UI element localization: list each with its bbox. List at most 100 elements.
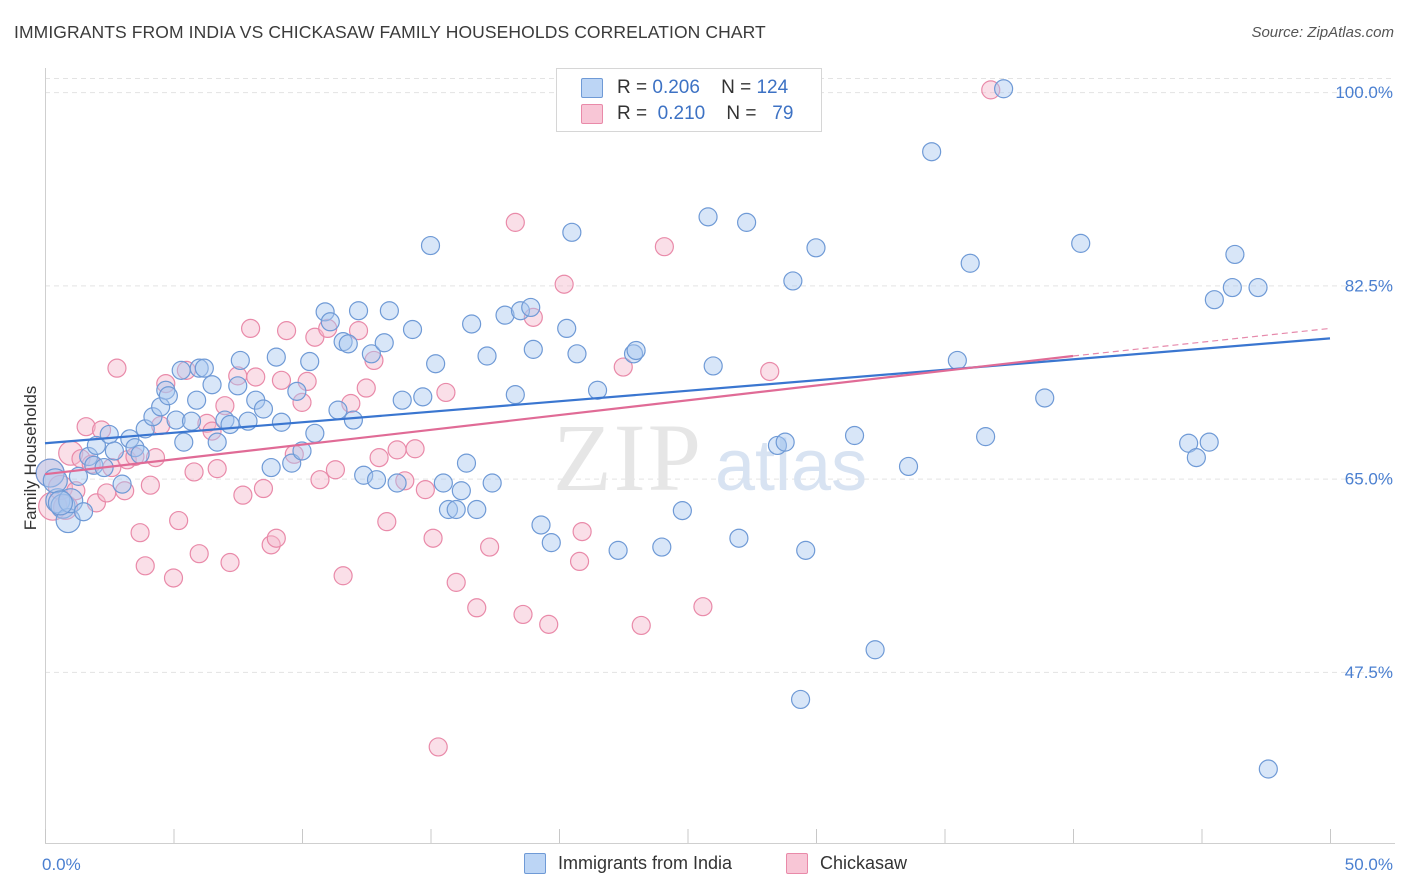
india-point-79 [541,533,561,553]
chickasaw-point-55 [377,512,397,532]
india-point-50 [338,334,358,354]
chickasaw-point-35 [241,318,261,339]
india-point-55 [366,470,387,490]
india-point-88 [672,501,692,521]
india-point-67 [451,481,471,501]
chickasaw-point-56 [387,440,407,460]
chickasaw-point-49 [333,566,353,586]
india-point-59 [392,390,412,410]
india-point-33 [228,376,248,396]
india-point-43 [292,441,312,461]
india-point-98 [806,238,826,258]
chickasaw-point-24 [169,510,189,531]
chickasaw-points [35,80,1001,757]
legend-chickasaw-n-value: 79 [772,103,794,124]
y-tick-label-0: 47.5% [1345,663,1393,682]
india-point-47 [320,312,340,332]
india-point-85 [623,344,644,364]
india-point-42 [287,381,307,401]
india-point-104 [960,253,980,273]
chickasaw-point-72 [572,521,592,542]
chickasaw-point-39 [266,528,286,548]
chickasaw-point-38 [261,535,281,555]
stats-legend: R = 0.206 N = 124 R = 0.210 N = 79 [556,68,822,132]
india-point-108 [1071,233,1091,253]
chickasaw-point-5 [66,481,86,501]
india-point-121 [47,490,74,516]
chickasaw-point-51 [348,321,369,341]
india-point-71 [477,346,497,366]
chickasaw-point-64 [467,598,487,618]
india-point-65 [438,499,459,520]
india-point-44 [300,351,320,372]
y-axis-title: Family Households [21,386,40,531]
chickasaw-point-13 [107,358,127,378]
india-point-114 [1225,244,1245,265]
legend-india-text: R = 0.206 N = 124 [617,77,788,99]
india-point-27 [189,358,209,378]
watermark-zip: ZIP [553,404,703,511]
india-point-75 [510,301,531,321]
y-tick-label-1: 65.0% [1345,470,1393,489]
bottom-legend-india-label: Immigrants from India [558,853,733,873]
chickasaw-point-67 [513,604,533,625]
india-point-45 [305,423,325,443]
india-point-64 [433,473,453,493]
chickasaw-point-54 [369,448,389,468]
chickasaw-point-70 [554,274,574,294]
india-point-58 [387,473,407,493]
india-point-101 [898,456,919,477]
watermark-atlas: atlas [715,426,867,506]
india-point-14 [120,429,140,449]
chickasaw-point-27 [189,544,209,564]
chickasaw-point-44 [297,371,317,392]
chickasaw-point-71 [569,551,590,572]
india-point-96 [790,689,811,710]
india-trend-line [44,337,1331,445]
india-point-76 [521,297,541,318]
india-point-66 [446,499,466,520]
chickasaw-point-19 [140,475,160,495]
chickasaw-point-60 [423,528,443,548]
india-point-94 [775,432,795,452]
india-point-39 [266,347,286,367]
chickasaw-point-46 [310,470,330,490]
legend-india-n-value: 124 [756,77,789,98]
india-point-34 [230,350,250,371]
india-point-68 [456,453,477,473]
chickasaw-point-66 [505,212,525,232]
india-point-23 [171,360,191,380]
chickasaw-point-75 [654,237,674,257]
legend-swatch-chickasaw [581,104,603,124]
chickasaw-point-18 [135,556,155,576]
india-point-12 [104,441,124,461]
india-point-16 [130,444,150,464]
india-point-13 [112,474,132,494]
india-point-9 [86,435,107,456]
bottom-swatch-chickasaw [786,853,808,874]
india-points [35,79,1278,779]
legend-chickasaw-text: R = 0.210 N = 79 [617,103,793,125]
india-point-22 [166,410,186,430]
chickasaw-point-77 [760,361,780,382]
watermark: ZIP atlas [553,404,867,511]
india-point-32 [220,414,240,435]
india-point-18 [143,407,163,427]
india-point-100 [865,640,885,660]
india-point-111 [1199,432,1219,452]
chickasaw-point-74 [631,615,651,636]
india-point-77 [523,339,543,359]
chickasaw-point-23 [163,568,184,588]
chickasaw-point-73 [613,357,633,377]
chickasaw-point-36 [246,367,266,387]
chickasaw-point-41 [276,321,297,341]
chickasaw-point-61 [428,737,448,757]
chickasaw-point-65 [480,537,500,557]
india-point-105 [976,427,996,447]
india-point-99 [844,425,865,446]
india-point-81 [562,222,582,242]
india-point-74 [505,385,525,405]
india-point-63 [426,354,446,374]
india-point-61 [413,387,433,407]
